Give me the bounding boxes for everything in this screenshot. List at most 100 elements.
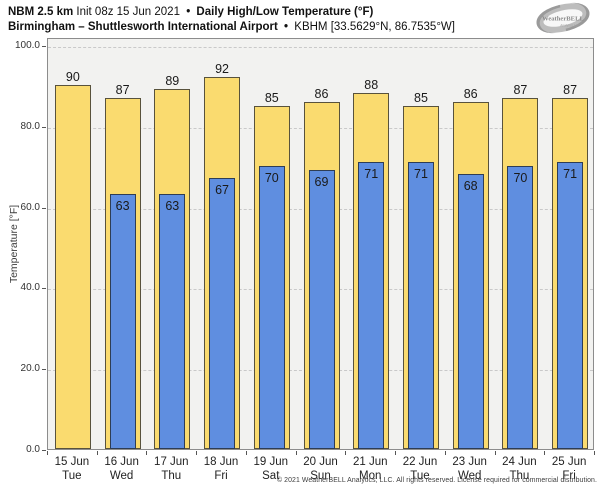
low-temp-bar — [407, 162, 434, 449]
low-value-label: 63 — [115, 199, 130, 214]
logo-brand-text: WeatherBELL — [542, 16, 584, 23]
x-axis-tick — [97, 451, 98, 455]
y-tick-label: 40.0 — [20, 282, 40, 294]
x-tick-date: 17 Jun — [154, 456, 189, 468]
x-tick-date: 21 Jun — [352, 456, 388, 468]
x-tick-label: 18 Jun Fri — [191, 455, 251, 483]
logo-sub-text: Analytics LLC — [560, 24, 580, 28]
y-axis-title: Temperature [°F] — [8, 204, 20, 284]
low-value-label: 69 — [314, 175, 329, 190]
x-tick-weekday: Sat — [262, 470, 280, 482]
low-value-label: 68 — [463, 179, 478, 194]
low-temp-bar — [308, 170, 335, 449]
high-value-label: 88 — [364, 78, 379, 93]
header-line-1: NBM 2.5 km Init 08z 15 Jun 2021 • Daily … — [8, 5, 455, 20]
header-line-2: Birmingham – Shuttlesworth International… — [8, 20, 455, 35]
x-axis-tick — [196, 451, 197, 455]
high-value-label: 92 — [215, 62, 229, 77]
y-axis-tick — [42, 288, 46, 290]
low-value-label: 71 — [364, 167, 379, 182]
weatherbell-logo: WeatherBELL Analytics LLC — [530, 1, 596, 37]
x-tick-weekday: Tue — [410, 470, 430, 482]
station-coordinates: KBHM [33.5629°N, 86.7535°W] — [294, 21, 455, 33]
high-value-label: 87 — [115, 82, 130, 97]
chart-metric-title: Daily High/Low Temperature (°F) — [196, 6, 374, 18]
x-tick-date: 15 Jun — [54, 456, 90, 468]
x-tick-weekday: Wed — [457, 470, 482, 482]
x-tick-label: 24 Jun Thu — [489, 455, 549, 483]
low-temp-bar — [258, 166, 285, 449]
low-temp-bar — [457, 174, 484, 449]
low-value-label: 70 — [264, 171, 279, 186]
x-tick-date: 20 Jun — [303, 456, 338, 468]
x-tick-label: 16 Jun Wed — [92, 455, 152, 483]
chart-header: NBM 2.5 km Init 08z 15 Jun 2021 • Daily … — [8, 5, 455, 35]
x-tick-date: 22 Jun — [402, 456, 438, 468]
x-axis-tick — [47, 451, 48, 455]
gridline — [48, 47, 593, 48]
bullet-separator: • — [186, 6, 191, 18]
x-tick-label: 25 Jun Fri — [539, 455, 599, 483]
y-axis-tick — [42, 46, 46, 47]
x-tick-label: 22 Jun Tue — [390, 455, 450, 483]
x-tick-weekday: Thu — [161, 470, 182, 482]
x-tick-date: 19 Jun — [253, 456, 289, 468]
x-tick-weekday: Fri — [214, 470, 228, 482]
y-tick-label: 20.0 — [20, 363, 40, 375]
weatherbell-swirl-icon: WeatherBELL Analytics LLC — [536, 2, 590, 34]
x-tick-date: 23 Jun — [452, 456, 487, 468]
copyright-notice: © 2021 WeatherBELL Analytics, LLC. All r… — [276, 477, 597, 484]
model-name: NBM 2.5 km — [8, 6, 74, 18]
x-tick-label: 15 Jun Tue — [42, 455, 102, 483]
x-tick-date: 18 Jun — [203, 456, 239, 468]
low-temp-bar — [159, 194, 186, 449]
low-value-label: 63 — [165, 199, 180, 214]
x-axis-tick — [345, 451, 346, 455]
y-tick-label: 100.0 — [14, 40, 40, 51]
x-axis-tick — [146, 451, 147, 455]
low-value-label: 70 — [513, 171, 528, 186]
y-axis-tick — [42, 126, 46, 128]
x-tick-label: 17 Jun Thu — [141, 455, 201, 483]
plot-area: 90 87 63 89 63 92 67 85 70 86 69 88 71 85 71 86 68 87 70 87… — [47, 38, 594, 450]
x-tick-label: 23 Jun Wed — [440, 455, 500, 483]
station-name: Birmingham – Shuttlesworth International… — [8, 21, 278, 33]
x-axis-tick — [296, 451, 297, 455]
high-value-label: 86 — [463, 86, 478, 101]
x-tick-weekday: Tue — [62, 470, 82, 482]
model-init-time: Init 08z 15 Jun 2021 — [76, 6, 180, 18]
high-temp-bar — [54, 85, 91, 449]
x-tick-weekday: Thu — [509, 470, 530, 482]
x-axis-tick — [445, 451, 446, 455]
y-axis-tick — [42, 207, 46, 209]
y-axis-tick — [42, 369, 46, 371]
y-tick-label: 80.0 — [20, 120, 40, 132]
x-tick-weekday: Wed — [109, 470, 134, 482]
x-tick-date: 16 Jun — [104, 456, 139, 468]
x-tick-weekday: Mon — [359, 470, 382, 482]
low-temp-bar — [209, 178, 236, 449]
bullet-separator: • — [284, 21, 289, 33]
low-temp-bar — [557, 162, 584, 449]
high-value-label: 87 — [563, 82, 578, 97]
low-value-label: 71 — [414, 167, 428, 182]
x-tick-label: 19 Jun Sat — [241, 455, 301, 483]
low-value-label: 71 — [563, 167, 578, 182]
low-temp-bar — [507, 166, 534, 449]
high-value-label: 86 — [314, 86, 329, 101]
x-axis-tick — [495, 451, 496, 455]
y-tick-label: 0.0 — [26, 444, 40, 455]
x-tick-weekday: Sun — [310, 470, 331, 482]
x-tick-date: 25 Jun — [551, 456, 587, 468]
y-axis-tick — [42, 450, 46, 451]
x-axis-tick — [594, 451, 595, 455]
high-value-label: 89 — [165, 74, 180, 89]
x-axis-tick — [544, 451, 545, 455]
y-tick-label: 60.0 — [20, 201, 40, 213]
x-tick-label: 20 Jun Sun — [291, 455, 351, 483]
x-axis-tick — [395, 451, 396, 455]
x-axis-tick — [246, 451, 247, 455]
low-temp-bar — [109, 194, 136, 449]
x-tick-label: 21 Jun Mon — [340, 455, 400, 483]
